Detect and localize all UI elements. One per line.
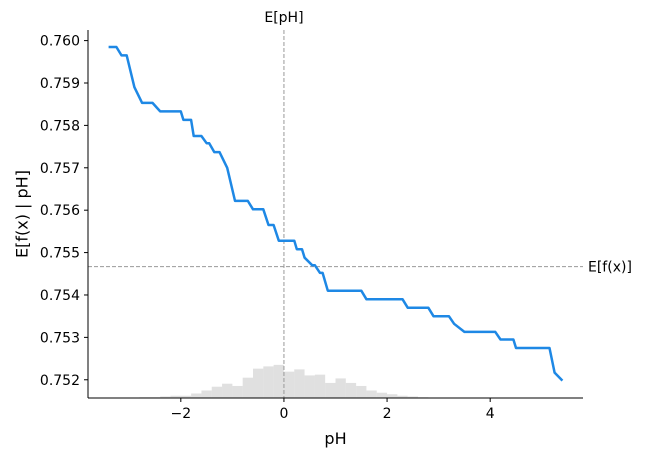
expected-output-label: E[f(x)]: [588, 260, 632, 276]
x-axis-label: pH: [324, 429, 346, 448]
histogram-bar: [366, 390, 377, 398]
histogram-bar: [253, 368, 264, 398]
y-axis-ticks: 0.752 0.753 0.754 0.755 0.756 0.757 0.758 0.759…: [40, 34, 88, 389]
x-axis-ticks: −2 0 2 4: [170, 398, 495, 422]
histogram-bar: [170, 395, 181, 398]
histogram-bar: [232, 385, 243, 398]
y-tick-label: 0.760: [40, 34, 80, 50]
histogram-bar: [283, 371, 295, 398]
histogram-bar: [335, 378, 346, 398]
expected-ph-label: E[pH]: [264, 10, 303, 26]
y-tick-label: 0.758: [40, 118, 80, 134]
histogram-bar: [387, 394, 398, 398]
histogram-bar: [345, 382, 357, 398]
histogram-bar: [273, 364, 284, 398]
feature-histogram: [139, 364, 429, 398]
histogram-bar: [191, 393, 202, 398]
histogram-bar: [407, 396, 418, 398]
histogram-bar: [325, 382, 336, 398]
histogram-bar: [376, 392, 388, 398]
y-tick-label: 0.755: [40, 246, 80, 262]
partial-dependence-line: [108, 45, 564, 382]
y-tick-label: 0.753: [40, 330, 80, 346]
histogram-bar: [397, 395, 408, 398]
histogram-bar: [356, 385, 367, 398]
histogram-bar: [180, 395, 192, 398]
histogram-bar: [201, 390, 212, 398]
x-tick-label: −2: [170, 406, 191, 422]
y-axis-label: E[f(x) | pH]: [13, 170, 32, 258]
histogram-bar: [294, 369, 305, 398]
y-tick-label: 0.752: [40, 373, 80, 389]
histogram-bar: [263, 366, 274, 398]
y-tick-label: 0.756: [40, 203, 80, 219]
x-tick-label: 0: [279, 406, 288, 422]
histogram-bar: [211, 386, 223, 398]
y-tick-label: 0.759: [40, 76, 80, 92]
histogram-bar: [222, 383, 233, 398]
y-tick-label: 0.754: [40, 288, 80, 304]
histogram-bar: [304, 375, 315, 398]
x-tick-label: 4: [486, 406, 495, 422]
y-tick-label: 0.757: [40, 161, 80, 177]
histogram-bar: [314, 374, 326, 398]
x-tick-label: 2: [383, 406, 392, 422]
histogram-bar: [242, 377, 253, 398]
histogram-bar: [160, 396, 171, 398]
